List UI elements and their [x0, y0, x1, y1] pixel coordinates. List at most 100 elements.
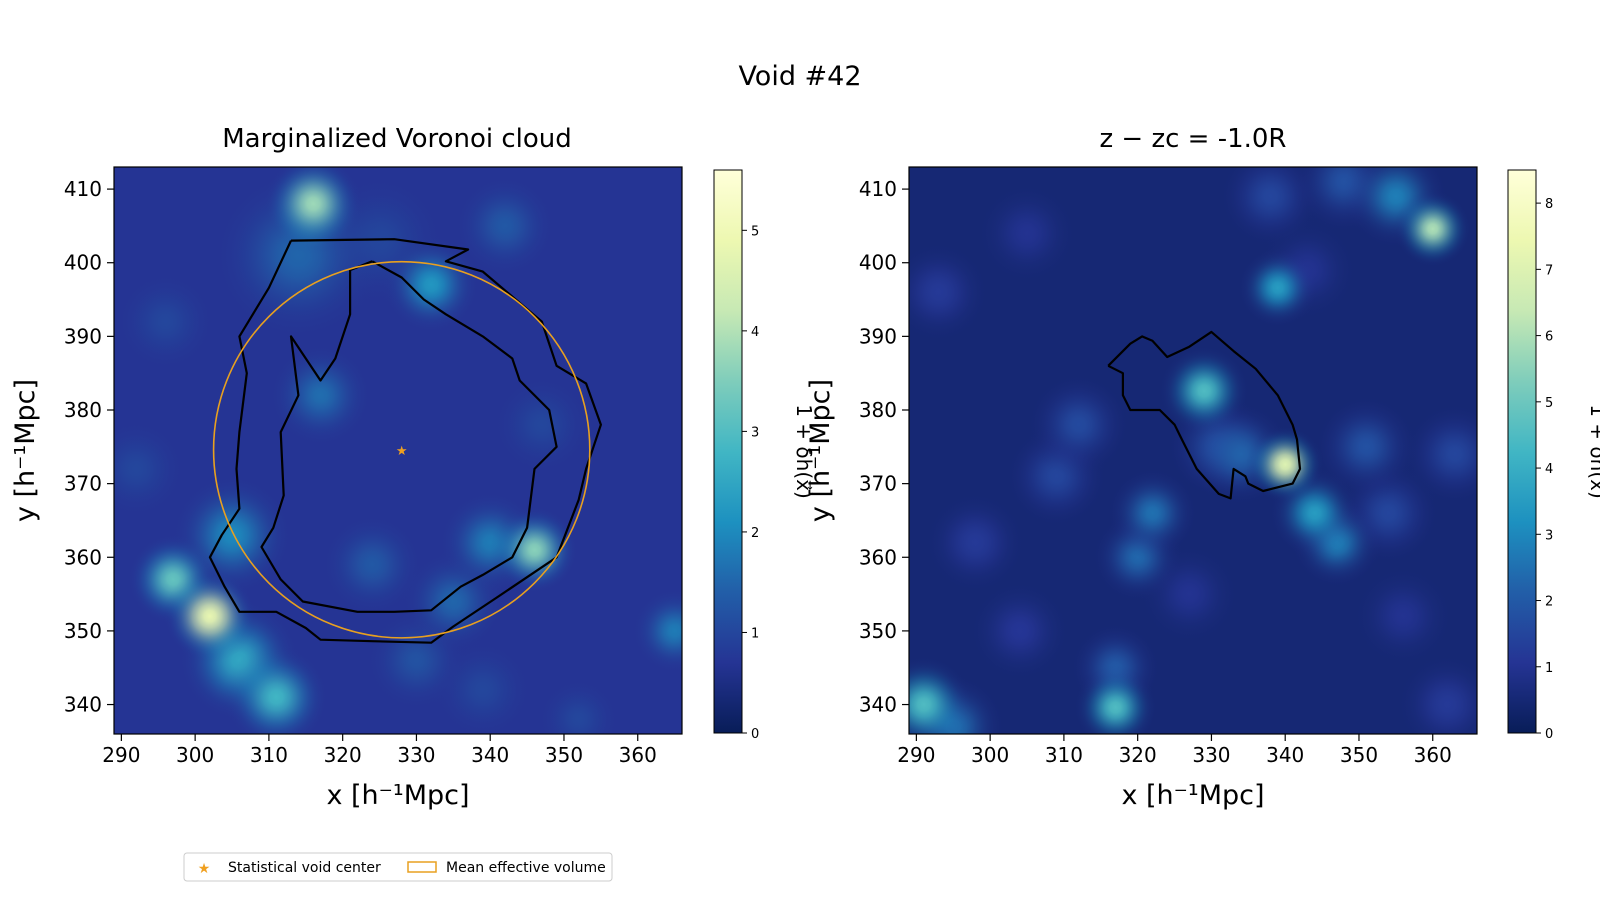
density-peak — [263, 167, 363, 254]
density-peak — [630, 586, 682, 676]
density-peak — [267, 342, 374, 449]
x-tick-label: 310 — [250, 743, 288, 767]
legend-star-icon: ★ — [198, 861, 211, 877]
density-peak — [966, 577, 1073, 685]
x-axis-label: x [h⁻¹Mpc] — [326, 780, 469, 811]
density-peak — [163, 570, 256, 663]
colorbar-tick-label: 2 — [1545, 595, 1553, 610]
x-tick-label: 340 — [1266, 743, 1304, 767]
colorbar-tick-label: 4 — [1545, 462, 1553, 477]
colorbar-tick-label: 4 — [751, 325, 759, 340]
y-axis-label: y [h⁻¹Mpc] — [10, 379, 41, 522]
density-peak — [1025, 371, 1132, 478]
y-tick-label: 370 — [859, 472, 897, 496]
x-tick-label: 330 — [1192, 743, 1230, 767]
density-peak — [1158, 344, 1251, 437]
y-tick-label: 410 — [64, 177, 102, 201]
density-peak — [490, 505, 579, 595]
right-colorbar: 0 1 2 3 4 5 6 7 8 1 + δh(x⃗) — [1507, 169, 1600, 742]
colorbar-tick-label: 6 — [1545, 330, 1553, 345]
right-axes: 290 300 310 320 330 340 350 360 340 350 360 370 380 3… — [805, 166, 1478, 811]
void-center-star: ★ — [396, 444, 408, 459]
density-peak — [381, 235, 481, 335]
x-axis-label: x [h⁻¹Mpc] — [1121, 780, 1264, 811]
density-field — [909, 167, 1477, 734]
colorbar-tick-label: 0 — [1545, 727, 1553, 742]
colorbar-tick-label: 5 — [751, 224, 759, 239]
y-tick-label: 380 — [64, 398, 102, 422]
density-peak — [319, 511, 426, 618]
density-peak — [1237, 247, 1319, 329]
y-axis-label: y [h⁻¹Mpc] — [805, 379, 836, 522]
left-panel-title: Marginalized Voronoi cloud — [222, 124, 572, 154]
legend-center-label: Statistical void center — [228, 860, 381, 876]
colorbar-tick-label: 3 — [1545, 528, 1553, 543]
right-panel: z − zc = -1.0R 0 1 2 3 4 5 6 7 8 1 + δh(x⃗) 290 30… — [805, 124, 1600, 811]
density-peak — [451, 172, 559, 280]
y-tick-label: 340 — [859, 693, 897, 717]
void-boundary-contour — [260, 260, 558, 613]
left-axes: 290 300 310 320 330 340 350 360 340 350 360 370 380 3… — [10, 166, 683, 811]
legend-volume-label: Mean effective volume — [446, 860, 606, 876]
y-tick-label: 390 — [859, 324, 897, 348]
x-tick-label: 320 — [1119, 743, 1157, 767]
colorbar-tick-label: 8 — [1545, 197, 1553, 212]
density-peak — [909, 239, 992, 346]
left-panel: Marginalized Voronoi cloud ★ 0 1 2 3 4 5 1 + δ… — [10, 124, 816, 811]
y-tick-label: 350 — [859, 619, 897, 643]
y-tick-label: 380 — [859, 398, 897, 422]
x-tick-label: 350 — [1340, 743, 1378, 767]
colorbar-gradient — [1507, 169, 1537, 734]
mean-effective-volume-circle — [212, 260, 591, 639]
y-tick-label: 340 — [64, 693, 102, 717]
density-peak — [922, 489, 1029, 596]
y-tick-label: 370 — [64, 472, 102, 496]
y-tick-label: 350 — [64, 619, 102, 643]
x-tick-label: 330 — [397, 743, 435, 767]
figure-suptitle: Void #42 — [738, 61, 861, 92]
x-tick-label: 290 — [102, 743, 140, 767]
density-peak — [1106, 467, 1199, 560]
x-tick-label: 300 — [176, 743, 214, 767]
y-tick-label: 360 — [64, 545, 102, 569]
density-peak — [1246, 425, 1325, 504]
colorbar-tick-label: 7 — [1545, 263, 1553, 278]
right-heatmap — [909, 167, 1477, 734]
x-tick-label: 340 — [471, 743, 509, 767]
density-field: ★ — [114, 167, 682, 734]
density-peak — [488, 371, 595, 478]
x-tick-label: 360 — [1414, 743, 1452, 767]
colorbar-gradient — [713, 169, 743, 734]
density-peak — [1350, 563, 1457, 670]
legend-frame — [183, 852, 613, 882]
density-peak — [534, 675, 623, 734]
x-tick-label: 310 — [1045, 743, 1083, 767]
left-heatmap: ★ — [114, 167, 682, 734]
colorbar-tick-label: 2 — [751, 526, 759, 541]
x-tick-label: 290 — [897, 743, 935, 767]
plot-frame — [113, 166, 683, 735]
x-tick-label: 350 — [545, 743, 583, 767]
density-peak — [1393, 189, 1472, 268]
y-tick-label: 410 — [859, 177, 897, 201]
colorbar-label: 1 + δh(x⃗) — [792, 404, 816, 499]
left-colorbar: 0 1 2 3 4 5 1 + δh(x⃗) — [713, 169, 816, 742]
colorbar-tick-label: 3 — [751, 425, 759, 440]
density-peak — [909, 654, 974, 734]
right-panel-title: z − zc = -1.0R — [1099, 124, 1286, 154]
density-peak — [223, 644, 330, 734]
void-boundary-contour — [1107, 330, 1302, 500]
x-tick-label: 300 — [971, 743, 1009, 767]
legend: ★ Statistical void center Mean effective… — [183, 852, 613, 882]
colorbar-tick-label: 5 — [1545, 396, 1553, 411]
x-tick-label: 360 — [619, 743, 657, 767]
legend-volume-patch — [407, 861, 437, 873]
y-tick-label: 400 — [64, 251, 102, 275]
density-peak — [1313, 393, 1420, 500]
colorbar-tick-label: 1 — [751, 626, 759, 641]
colorbar-tick-label: 1 — [1545, 661, 1553, 676]
density-peak — [1073, 665, 1159, 734]
x-tick-label: 320 — [324, 743, 362, 767]
density-peak — [1394, 651, 1477, 734]
